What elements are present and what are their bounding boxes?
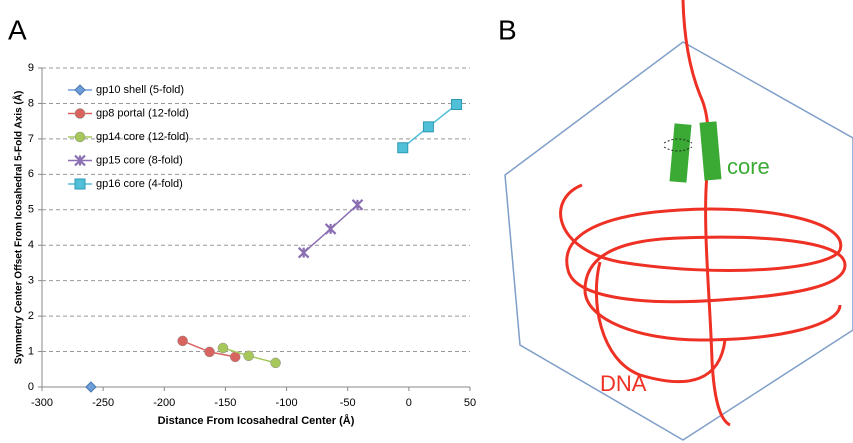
legend-label: gp8 portal (12-fold) bbox=[96, 107, 189, 119]
marker bbox=[85, 381, 97, 393]
legend-label: gp15 core (8-fold) bbox=[96, 154, 183, 166]
y-tick-label: 9 bbox=[28, 62, 34, 74]
marker bbox=[217, 342, 229, 354]
marker bbox=[451, 99, 463, 111]
legend-marker bbox=[74, 131, 86, 143]
x-tick-label: -250 bbox=[92, 397, 114, 409]
marker bbox=[177, 335, 188, 347]
y-tick-label: 6 bbox=[28, 168, 34, 180]
y-tick-label: 1 bbox=[28, 345, 34, 357]
legend-marker bbox=[74, 108, 86, 119]
hexagon bbox=[504, 41, 853, 441]
y-tick-label: 2 bbox=[28, 310, 34, 322]
y-tick-label: 5 bbox=[28, 204, 34, 216]
legend-marker bbox=[74, 178, 86, 190]
marker bbox=[204, 346, 215, 358]
marker bbox=[243, 350, 254, 362]
x-axis-label: Distance From Icosahedral Center (Å) bbox=[158, 414, 355, 427]
core-rod bbox=[669, 123, 692, 183]
y-tick-label: 8 bbox=[28, 97, 34, 109]
x-tick-label: -200 bbox=[153, 397, 175, 409]
x-tick-label: 0 bbox=[406, 397, 412, 409]
y-tick-label: 7 bbox=[28, 133, 34, 145]
core-rod bbox=[699, 121, 722, 181]
x-tick-label: -50 bbox=[340, 397, 356, 409]
diagram: core DNA bbox=[504, 0, 853, 441]
x-tick-label: -300 bbox=[31, 397, 53, 409]
marker bbox=[270, 357, 281, 369]
x-tick-label: -100 bbox=[276, 397, 298, 409]
y-tick-label: 4 bbox=[28, 239, 34, 251]
legend-label: gp14 core (12-fold) bbox=[96, 131, 189, 143]
dna-strand bbox=[559, 0, 847, 427]
marker bbox=[297, 246, 310, 259]
y-tick-label: 0 bbox=[28, 381, 34, 393]
dna-label: DNA bbox=[600, 371, 647, 396]
legend-label: gp16 core (4-fold) bbox=[96, 178, 183, 190]
marker bbox=[351, 199, 364, 211]
panel-label: B bbox=[498, 14, 517, 45]
x-tick-label: -150 bbox=[214, 397, 236, 409]
legend-marker bbox=[74, 84, 86, 96]
x-tick-label: 50 bbox=[464, 397, 476, 409]
legend-label: gp10 shell (5-fold) bbox=[96, 84, 184, 96]
legend-marker bbox=[74, 154, 86, 167]
core-label: core bbox=[727, 154, 770, 179]
y-tick-label: 3 bbox=[28, 275, 34, 287]
y-axis-label: Symmetry Center Offset From Icosahedral … bbox=[12, 91, 25, 365]
marker bbox=[397, 142, 409, 154]
marker bbox=[324, 223, 337, 235]
panel-label: A bbox=[8, 14, 27, 45]
marker bbox=[422, 121, 434, 133]
